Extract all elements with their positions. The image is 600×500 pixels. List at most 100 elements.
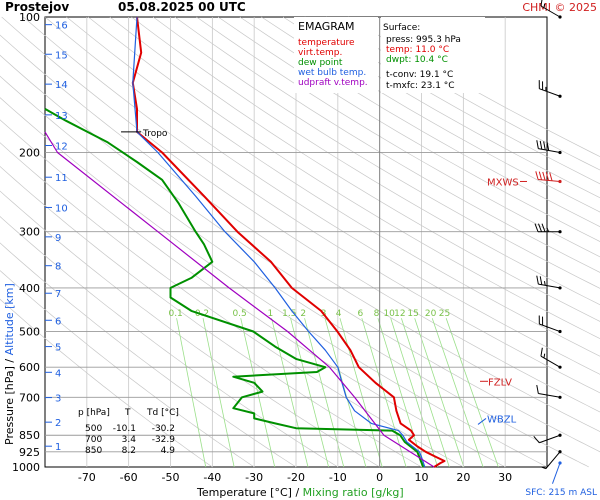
dry-adiabat-line — [174, 16, 600, 273]
profiles — [44, 16, 446, 468]
mixing-ratio-label: 25 — [439, 309, 450, 319]
table-header-p: p [hPa] — [78, 408, 110, 418]
wind-barb-dot — [558, 450, 562, 454]
mixing-ratio-line — [390, 318, 439, 468]
mixing-ratio-line — [290, 318, 329, 468]
temperature-tick-label: -40 — [203, 471, 221, 484]
temperature-tick-label: -50 — [162, 471, 180, 484]
fzlv-label: FZLV — [488, 377, 512, 388]
mixing-ratio-line — [445, 318, 499, 468]
wind-barb-dot — [558, 94, 562, 98]
mixing-ratio-line — [361, 318, 407, 468]
temperature-tick-label: -30 — [245, 471, 263, 484]
altitude-ticks: 16 15 14 13 12 11 10 9 8 7 6 5 4 3 2 1 — [45, 21, 68, 453]
pressure-tick-label: 700 — [19, 391, 40, 404]
dry-adiabat-line — [196, 16, 600, 258]
altitude-tick-label: 6 — [55, 316, 61, 327]
wind-barb-flag — [540, 347, 543, 357]
surface-bg — [381, 17, 485, 93]
wind-barb-staff — [545, 451, 561, 469]
legend-item-wet-bulb: wet bulb temp. — [298, 68, 366, 78]
wind-barb-flag — [543, 141, 546, 150]
udpraft-v-temp-line — [44, 131, 435, 468]
altitude-tick-label: 4 — [55, 368, 61, 379]
table-row-td: 4.9 — [161, 446, 176, 456]
wind-barb-half — [546, 227, 549, 232]
wind-barb-staff — [539, 434, 561, 444]
altitude-tick-label: 13 — [55, 111, 68, 122]
x-axis-title: Temperature [°C] / Mixing ratio [g/kg] — [196, 486, 404, 499]
surface-dwpt: dwpt: 10.4 °C — [386, 55, 448, 65]
table-row-p: 700 — [85, 435, 102, 445]
temperature-tick-label: -20 — [287, 471, 305, 484]
dry-adiabat-line — [1, 16, 600, 413]
wind-barb-flag — [546, 141, 550, 151]
surface-press: press: 995.3 hPa — [386, 35, 461, 45]
wbzl-marker — [477, 418, 487, 425]
wind-barb-dot — [558, 179, 562, 184]
wind-barb-flag — [536, 275, 539, 285]
mixing-ratio-label: 6 — [358, 309, 364, 319]
y-axis-title: Pressure [hPa] / Altitude [km] — [3, 283, 16, 445]
table-row-td: -30.2 — [152, 424, 175, 434]
mxws-label: MXWS — [487, 177, 519, 188]
wind-barb-dot — [558, 329, 562, 334]
mixing-ratio-label: 4 — [336, 309, 342, 319]
mixing-ratio-line — [304, 318, 345, 468]
temperature-tick-label: 0 — [376, 471, 383, 484]
mixing-ratio-label: 1 — [267, 309, 273, 319]
mixing-ratio-label: 12 — [394, 309, 405, 319]
dry-adiabat-line — [23, 16, 600, 394]
legend-item-temperature: temperature — [298, 38, 355, 48]
dry-adiabat-line — [152, 16, 600, 289]
altitude-tick-label: 14 — [55, 80, 68, 91]
table-row-p: 500 — [85, 424, 102, 434]
wind-barb-dot — [558, 150, 562, 155]
pressure-tick-label: 200 — [19, 146, 40, 159]
wind-barb-dot — [558, 461, 562, 465]
dry-adiabat-line — [239, 16, 600, 228]
altitude-tick-label: 1 — [55, 442, 61, 453]
mixing-ratio-label: 0.1 — [168, 309, 182, 319]
mixing-ratio-line — [377, 318, 425, 468]
tropopause-label: Tropo — [142, 129, 168, 139]
mixing-ratio-line — [401, 318, 450, 468]
mixing-ratio-label: 15 — [407, 309, 418, 319]
temperature-tick-label: -10 — [329, 471, 347, 484]
table-header-td: Td [°C] — [146, 408, 179, 418]
wind-barb-dot — [558, 15, 562, 19]
legend-item-dew-point: dew point — [298, 58, 343, 68]
legend-item-updraft: udpraft v.temp. — [298, 78, 368, 88]
wbzl-label: WBZL — [487, 414, 517, 425]
altitude-tick-label: 16 — [55, 21, 68, 32]
dry-adiabat-line — [44, 16, 600, 375]
altitude-tick-label: 11 — [55, 173, 68, 184]
wind-barb-flag — [536, 384, 539, 394]
mixing-ratio-label: 8 — [374, 309, 380, 319]
wind-barb-staff — [538, 179, 561, 182]
mixing-ratio-line — [431, 318, 484, 468]
pressure-tick-label: 100 — [19, 11, 40, 24]
dry-adiabat-line — [283, 16, 600, 199]
pressure-tick-label: 400 — [19, 282, 40, 295]
y-axis-title-sep: / — [3, 355, 16, 366]
table-header-t: T — [124, 408, 131, 418]
pressure-tick-label: 1000 — [12, 461, 40, 474]
dry-adiabat-line — [0, 34, 600, 432]
wind-barb-flag — [533, 435, 540, 444]
surface-tmxfc: t-mxfc: 23.1 °C — [386, 81, 455, 91]
x-axis-title-sep: / — [292, 486, 303, 499]
mixing-ratio-line — [414, 318, 465, 468]
level-markers: MXWS FZLV WBZL Tropo — [121, 129, 527, 425]
wind-barb-staff — [538, 283, 561, 289]
wind-barb-staff — [539, 88, 561, 97]
sfc-label: SFC: 215 m ASL — [525, 488, 597, 498]
wind-barb-half — [543, 281, 546, 286]
legend-title: EMAGRAM — [298, 20, 355, 33]
surface-tconv: t-conv: 19.1 °C — [386, 70, 453, 80]
pressure-tick-label: 300 — [19, 226, 40, 239]
wind-barb-flag — [534, 223, 539, 232]
wind-barb-half — [541, 466, 547, 470]
table-row-p: 850 — [85, 446, 102, 456]
legend-bg — [294, 17, 378, 93]
